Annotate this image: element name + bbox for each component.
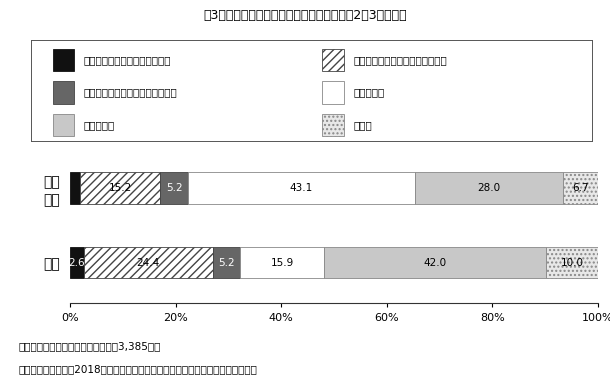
Bar — [213, 247, 240, 278]
Bar — [80, 172, 160, 204]
Text: 5.2: 5.2 — [218, 257, 235, 268]
Text: 無回答: 無回答 — [353, 120, 372, 130]
Text: プラスとマイナスの影響が同程度: プラスとマイナスの影響が同程度 — [84, 87, 178, 98]
Bar — [545, 247, 598, 278]
Text: 2.6: 2.6 — [69, 257, 85, 268]
Text: 24.4: 24.4 — [137, 257, 160, 268]
Text: 5.2: 5.2 — [166, 183, 182, 193]
Text: 図3　保護貿易主義の影響（調査時点と今後2〜3年程度）: 図3 保護貿易主義の影響（調査時点と今後2〜3年程度） — [203, 9, 407, 22]
Bar — [415, 172, 563, 204]
Text: 28.0: 28.0 — [478, 183, 501, 193]
Bar — [240, 247, 324, 278]
Text: 全体としてプラスの影響がある: 全体としてプラスの影響がある — [84, 55, 171, 65]
Bar — [324, 247, 545, 278]
Bar — [160, 172, 188, 204]
Bar — [53, 114, 74, 136]
Text: 15.2: 15.2 — [109, 183, 132, 193]
Bar — [70, 172, 80, 204]
Text: わからない: わからない — [84, 120, 115, 130]
Text: 15.9: 15.9 — [270, 257, 293, 268]
Bar — [84, 247, 213, 278]
Text: 影響はない: 影響はない — [353, 87, 384, 98]
Text: 10.0: 10.0 — [561, 257, 583, 268]
Text: （注）母数は本調査の回答企業総数3,385社。: （注）母数は本調査の回答企業総数3,385社。 — [18, 341, 160, 351]
Bar — [53, 49, 74, 71]
Bar — [322, 81, 343, 104]
Bar — [70, 247, 84, 278]
Bar — [53, 81, 74, 104]
Bar — [322, 114, 343, 136]
Text: 全体としてマイナスの影響がある: 全体としてマイナスの影響がある — [353, 55, 447, 65]
Bar — [188, 172, 415, 204]
Bar — [322, 49, 343, 71]
Text: 42.0: 42.0 — [423, 257, 447, 268]
Bar — [563, 172, 598, 204]
Text: 43.1: 43.1 — [290, 183, 313, 193]
Text: 6.7: 6.7 — [572, 183, 589, 193]
Text: （出所）ジェトロ「2018年度日本企業の海外事業展開に関するアンケート調査」: （出所）ジェトロ「2018年度日本企業の海外事業展開に関するアンケート調査」 — [18, 364, 257, 374]
